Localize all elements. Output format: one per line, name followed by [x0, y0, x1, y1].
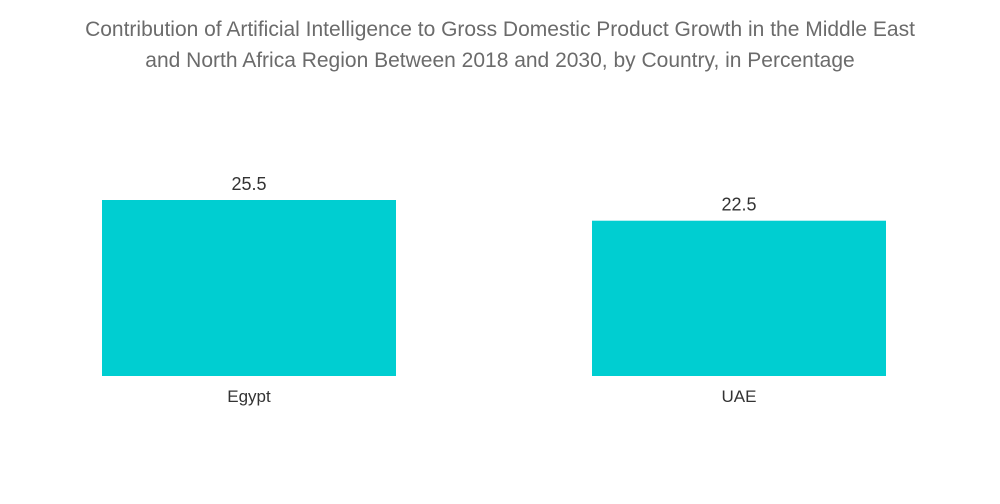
chart-title-line-1: Contribution of Artificial Intelligence … — [85, 18, 915, 41]
tick-label-egypt: Egypt — [227, 387, 271, 406]
chart-title: Contribution of Artificial Intelligence … — [0, 14, 1000, 76]
bar-egypt — [102, 200, 396, 376]
tick-label-uae: UAE — [722, 387, 757, 406]
data-label-uae: 22.5 — [721, 195, 756, 215]
chart-title-line-2: and North Africa Region Between 2018 and… — [145, 49, 855, 72]
data-label-egypt: 25.5 — [231, 174, 266, 194]
bar-uae — [592, 220, 886, 376]
